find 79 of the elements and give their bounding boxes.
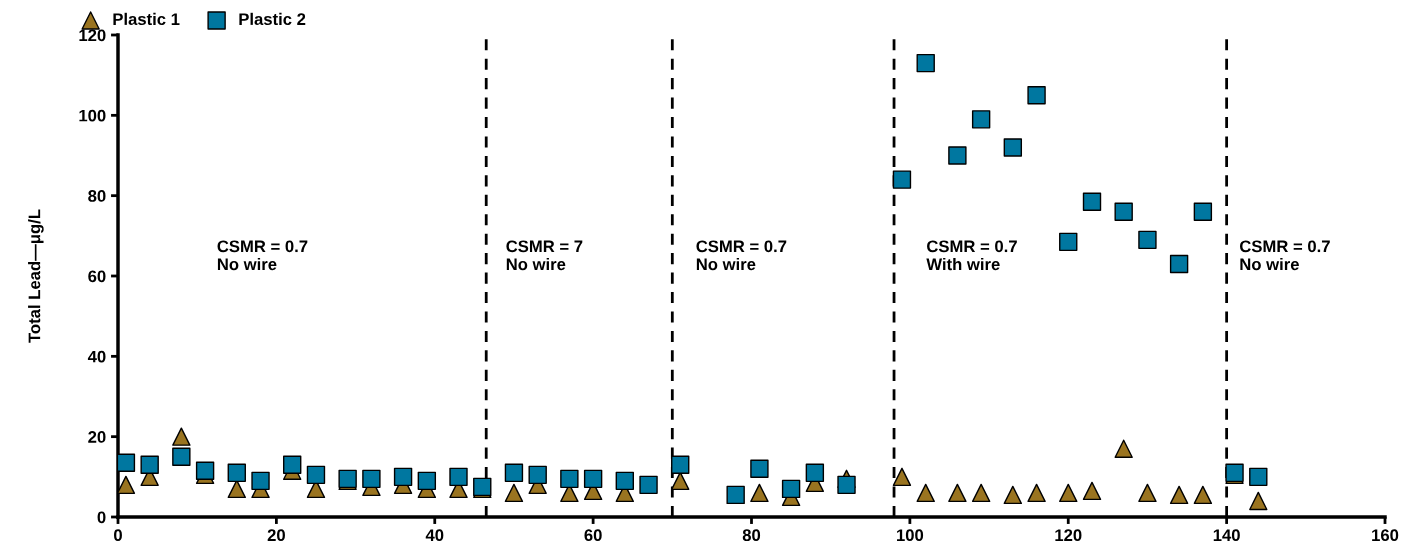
point: [781, 479, 801, 499]
annotation: CSMR = 7 No wire: [506, 240, 583, 271]
point: [1082, 192, 1102, 211]
y-axis-title: Total Lead—μg/L: [28, 209, 44, 343]
point: [615, 471, 635, 491]
annotation: CSMR = 0.7 No wire: [696, 240, 787, 271]
point: [1249, 491, 1268, 511]
annotation: CSMR = 0.7 With wire: [926, 240, 1017, 271]
point: [1193, 485, 1213, 505]
point: [251, 471, 270, 491]
point: [971, 483, 991, 503]
point: [948, 483, 967, 503]
point: [916, 483, 935, 503]
x-tick-label: 100: [897, 529, 924, 542]
point: [971, 110, 991, 129]
point: [750, 459, 769, 479]
point: [671, 455, 690, 474]
point: [1003, 485, 1023, 505]
legend-label: Plastic 1: [113, 12, 180, 26]
point: [306, 465, 326, 485]
point: [504, 483, 524, 503]
point: [417, 471, 437, 491]
point: [504, 463, 524, 483]
x-tick-label: 80: [742, 529, 761, 542]
y-tick-label: 20: [88, 431, 106, 443]
point: [283, 455, 302, 474]
point: [1169, 254, 1189, 274]
point: [227, 463, 246, 483]
point: [726, 485, 745, 505]
point: [118, 475, 136, 495]
annotation: CSMR = 0.7 No wire: [217, 240, 308, 271]
point: [560, 469, 579, 489]
point: [1138, 483, 1157, 503]
point: [837, 475, 856, 495]
y-tick-label: 100: [79, 109, 106, 122]
point: [1059, 483, 1078, 503]
legend-label: Plastic 2: [239, 12, 306, 26]
point: [1138, 230, 1157, 250]
point: [1249, 467, 1268, 487]
point: [140, 455, 159, 474]
y-tick-label: 120: [79, 29, 106, 42]
y-tick-label: 0: [97, 511, 106, 524]
x-tick-label: 120: [1055, 529, 1082, 542]
point: [1027, 86, 1046, 105]
point: [172, 427, 191, 446]
point: [393, 467, 413, 487]
x-tick-label: 0: [114, 529, 122, 542]
point: [805, 463, 825, 483]
point: [671, 471, 690, 491]
annotation: CSMR = 0.7 No wire: [1239, 240, 1330, 271]
point: [118, 453, 136, 472]
point: [583, 469, 603, 489]
x-tick-label: 140: [1213, 529, 1240, 542]
point: [528, 465, 547, 485]
y-tick-label: 80: [88, 190, 106, 202]
x-tick-label: 40: [425, 529, 444, 542]
y-tick-label: 40: [87, 350, 106, 363]
y-tick-label: 60: [88, 270, 106, 283]
point: [1082, 481, 1102, 501]
point: [948, 146, 967, 165]
point: [362, 469, 381, 489]
point: [1193, 202, 1213, 221]
point: [1114, 439, 1133, 458]
point: [639, 475, 658, 495]
point: [750, 483, 769, 503]
point: [172, 447, 191, 466]
point: [227, 479, 246, 499]
point: [1027, 483, 1046, 503]
x-tick-label: 20: [267, 529, 285, 542]
point: [916, 53, 935, 73]
point: [892, 467, 912, 487]
point: [449, 467, 468, 487]
point: [1114, 202, 1133, 221]
point: [1003, 138, 1023, 157]
point: [1059, 232, 1078, 252]
x-tick-label: 60: [584, 529, 602, 542]
point: [1169, 485, 1189, 505]
x-tick-label: 160: [1372, 529, 1399, 542]
point: [892, 170, 912, 189]
